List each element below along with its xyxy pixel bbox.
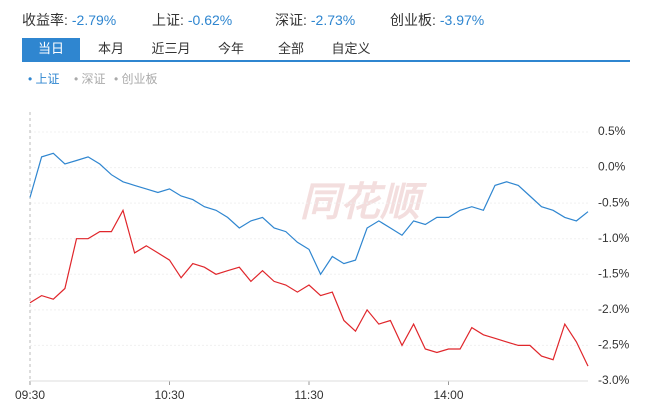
- series-line: [29, 208, 589, 367]
- stat-value: -0.62%: [187, 12, 233, 28]
- stat-value: -3.97%: [439, 12, 485, 28]
- legend-label: 深证: [81, 72, 106, 86]
- x-tick-label: 11:30: [294, 388, 323, 402]
- watermark: 同花顺: [300, 181, 427, 225]
- y-tick-label: -2.0%: [598, 302, 630, 316]
- legend-item[interactable]: • 创业板: [114, 70, 158, 87]
- x-tick-label: 10:30: [154, 388, 184, 402]
- x-tick-label: 14:00: [433, 388, 463, 402]
- stat-label: 上证:: [152, 12, 184, 28]
- legend-dot: •: [114, 72, 122, 86]
- series-line: [29, 152, 589, 276]
- y-tick-label: -1.0%: [598, 231, 630, 245]
- y-tick-label: -1.5%: [598, 266, 630, 280]
- stat: 收益率: -2.79%: [22, 10, 116, 30]
- stat-value: -2.73%: [310, 12, 356, 28]
- stat: 创业板: -3.97%: [390, 10, 484, 30]
- tab[interactable]: 今年: [217, 41, 244, 56]
- stat-label: 创业板:: [390, 12, 436, 28]
- legend-item[interactable]: • 上证: [28, 70, 60, 87]
- tab[interactable]: 全部: [277, 41, 304, 56]
- y-tick-label: -3.0%: [598, 373, 630, 387]
- stat-label: 收益率:: [22, 12, 68, 28]
- legend-label: 上证: [35, 72, 60, 86]
- legend-item[interactable]: • 深证: [74, 70, 106, 87]
- tabs: 当日 本月 近三月 今年 全部 自定义: [22, 38, 630, 62]
- stat-value: -2.79%: [71, 12, 117, 28]
- x-tick-label: 09:30: [15, 388, 45, 402]
- legend-dot: •: [28, 72, 36, 86]
- y-tick-label: -0.5%: [598, 195, 630, 209]
- tab[interactable]: 本月: [97, 41, 124, 56]
- tab[interactable]: 自定义: [331, 41, 371, 56]
- tab[interactable]: 近三月: [151, 41, 191, 56]
- stat: 上证: -0.62%: [152, 10, 232, 30]
- legend-label: 创业板: [121, 72, 158, 86]
- tab[interactable]: 当日: [22, 38, 80, 60]
- y-tick-label: 0.0%: [598, 160, 626, 174]
- y-tick-label: -2.5%: [598, 338, 630, 352]
- stat: 深证: -2.73%: [275, 10, 355, 30]
- stat-label: 深证:: [275, 12, 307, 28]
- legend-dot: •: [74, 72, 82, 86]
- y-tick-label: 0.5%: [598, 124, 626, 138]
